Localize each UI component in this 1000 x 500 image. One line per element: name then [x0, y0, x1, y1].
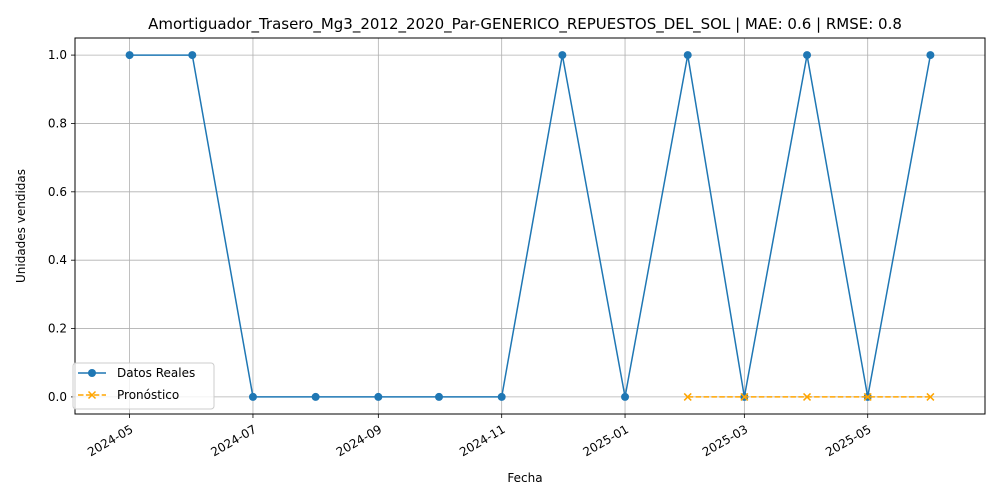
data-point — [926, 392, 935, 401]
data-point — [435, 392, 443, 401]
y-tick-label: 0.2 — [48, 322, 67, 336]
data-point — [621, 392, 630, 401]
legend-marker — [88, 369, 96, 377]
data-point — [683, 392, 692, 401]
legend: Datos Reales Pronóstico — [72, 362, 215, 410]
data-point — [374, 392, 383, 401]
y-axis-label: Unidades vendidas — [14, 169, 28, 283]
y-axis: 0.0 0.2 0.4 0.6 0.8 1.0 — [48, 48, 75, 404]
legend-label: Pronóstico — [117, 388, 179, 402]
grid — [75, 38, 985, 414]
legend-marker — [87, 390, 97, 400]
y-tick-label: 1.0 — [48, 48, 67, 62]
x-tick-label: 2024-11 — [457, 422, 507, 459]
legend-label: Datos Reales — [117, 366, 195, 380]
data-point — [803, 51, 812, 60]
chart-title: Amortiguador_Trasero_Mg3_2012_2020_Par-G… — [148, 15, 902, 34]
series-line-datos-reales — [129, 54, 932, 398]
x-tick-label: 2024-05 — [85, 422, 135, 459]
x-tick-label: 2025-01 — [581, 422, 631, 459]
x-tick-label: 2024-09 — [334, 422, 384, 459]
plot-area — [74, 37, 986, 415]
data-point — [125, 51, 134, 60]
x-axis-label: Fecha — [507, 471, 542, 485]
data-point — [558, 51, 567, 60]
x-tick-label: 2025-03 — [700, 422, 750, 459]
x-axis: 2024-05 2024-07 2024-09 2024-11 2025-01 2025-… — [85, 414, 874, 459]
data-point — [926, 51, 935, 60]
data-point — [248, 392, 257, 401]
y-tick-label: 0.6 — [48, 185, 67, 199]
series-group — [125, 51, 935, 401]
x-tick-label: 2024-07 — [208, 422, 258, 459]
legend-box — [72, 362, 215, 410]
data-point — [188, 51, 197, 60]
data-point — [803, 392, 812, 401]
data-point — [497, 392, 506, 401]
data-point — [311, 392, 320, 401]
y-tick-label: 0.4 — [48, 253, 67, 267]
data-point — [683, 51, 692, 60]
x-tick-label: 2025-05 — [823, 422, 873, 459]
y-tick-label: 0.8 — [48, 116, 67, 130]
data-point — [863, 392, 872, 401]
data-point — [740, 392, 749, 401]
y-tick-label: 0.0 — [48, 390, 67, 404]
